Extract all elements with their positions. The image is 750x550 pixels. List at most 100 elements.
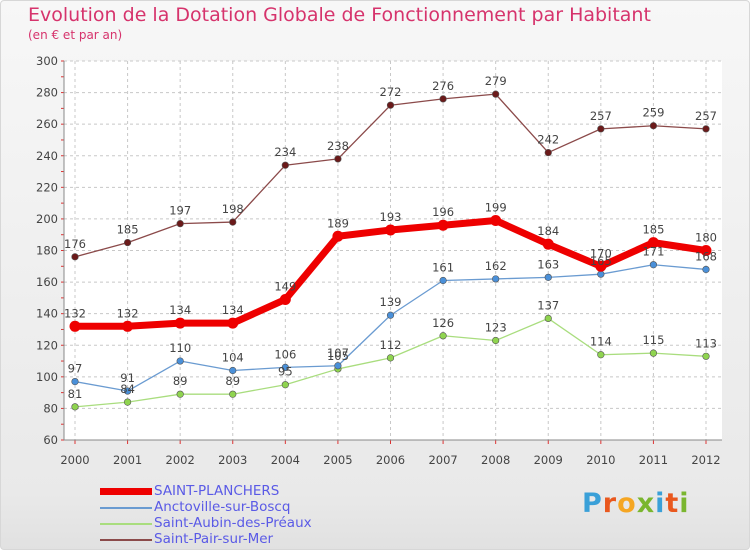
logo-letter: t (665, 488, 680, 519)
logo-letter: x (636, 488, 656, 519)
data-label: 161 (432, 261, 454, 275)
data-point (702, 265, 710, 274)
data-label: 193 (380, 210, 402, 224)
y-tick-label: 260 (36, 117, 58, 131)
data-point (649, 261, 658, 269)
data-point (281, 161, 289, 169)
data-point (647, 237, 659, 249)
data-point (385, 224, 396, 236)
x-tick-label: 2005 (323, 453, 352, 467)
data-point (439, 276, 447, 285)
data-label: 106 (274, 347, 296, 361)
data-label: 115 (642, 333, 664, 347)
data-label: 107 (327, 346, 349, 360)
data-point (71, 403, 79, 411)
data-label: 132 (117, 306, 139, 320)
data-label: 257 (590, 109, 612, 123)
data-point (176, 220, 184, 228)
data-point (649, 349, 658, 357)
data-point (123, 387, 132, 395)
data-point (71, 377, 79, 386)
x-tick-label: 2011 (639, 453, 668, 467)
legend-swatch (100, 488, 152, 495)
data-label: 259 (642, 106, 664, 120)
data-label: 196 (432, 205, 454, 219)
data-point (176, 357, 184, 365)
data-label: 189 (327, 216, 349, 230)
x-tick-label: 2008 (481, 453, 510, 467)
y-tick-label: 100 (36, 370, 58, 384)
data-point (332, 230, 344, 242)
legend-swatch (100, 523, 152, 525)
data-label: 97 (68, 362, 83, 376)
data-label: 137 (537, 298, 559, 312)
data-label: 123 (485, 321, 507, 335)
data-label: 198 (222, 202, 244, 216)
legend-swatch (100, 539, 152, 541)
y-tick-label: 200 (36, 212, 58, 226)
y-tick-label: 140 (36, 307, 58, 321)
data-label: 185 (642, 223, 664, 237)
data-point (281, 381, 289, 389)
data-point (597, 125, 605, 133)
data-label: 134 (169, 303, 191, 317)
data-point (279, 293, 291, 305)
data-label: 257 (695, 109, 717, 123)
data-point (122, 320, 134, 332)
data-point (281, 363, 289, 371)
x-tick-label: 2003 (218, 453, 247, 467)
data-point (595, 260, 607, 272)
x-tick-label: 2006 (376, 453, 405, 467)
x-tick-label: 2001 (113, 453, 142, 467)
logo-letter: P (582, 488, 603, 519)
data-label: 91 (120, 371, 135, 385)
data-point (544, 314, 552, 323)
legend-label: Anctoville-sur-Boscq (154, 499, 291, 515)
data-label: 126 (432, 316, 454, 330)
data-point (334, 155, 342, 163)
data-point (492, 275, 500, 283)
data-label: 162 (485, 259, 507, 273)
data-label: 184 (537, 224, 559, 238)
data-label: 272 (380, 85, 402, 99)
data-point (439, 95, 447, 103)
data-label: 114 (590, 335, 612, 349)
data-label: 110 (169, 341, 191, 355)
data-label: 276 (432, 79, 454, 93)
data-point (123, 239, 132, 247)
data-label: 197 (169, 204, 191, 218)
data-label: 132 (64, 306, 86, 320)
data-point (439, 332, 447, 340)
data-point (702, 352, 710, 360)
data-label: 104 (222, 351, 244, 365)
data-label: 176 (64, 237, 86, 251)
data-point (334, 362, 342, 370)
data-point (227, 317, 239, 329)
data-label: 234 (274, 145, 296, 159)
x-tick-label: 2007 (428, 453, 457, 467)
data-label: 199 (485, 200, 507, 214)
logo-letter: i (655, 488, 666, 519)
data-point (386, 354, 395, 362)
legend-swatch (100, 507, 152, 509)
data-label: 170 (590, 246, 612, 260)
data-point (71, 253, 79, 261)
data-point (492, 90, 500, 98)
data-point (229, 366, 237, 375)
data-label: 89 (173, 374, 188, 388)
y-tick-label: 180 (36, 244, 58, 258)
chart-title: Evolution de la Dotation Globale de Fonc… (28, 4, 651, 26)
y-tick-label: 240 (36, 149, 58, 163)
legend-item-saint-aubin-des-preaux: Saint-Aubin-des-Préaux (100, 515, 360, 532)
data-label: 238 (327, 139, 349, 153)
logo-letter: r (602, 488, 618, 519)
data-point (542, 238, 554, 250)
data-point (437, 219, 449, 231)
chart-subtitle: (en € et par an) (28, 28, 123, 42)
data-label: 279 (485, 74, 507, 88)
data-point (386, 101, 395, 109)
x-tick-label: 2000 (60, 453, 89, 467)
y-tick-label: 80 (43, 401, 58, 415)
data-point (174, 317, 186, 329)
y-tick-label: 120 (36, 338, 58, 352)
